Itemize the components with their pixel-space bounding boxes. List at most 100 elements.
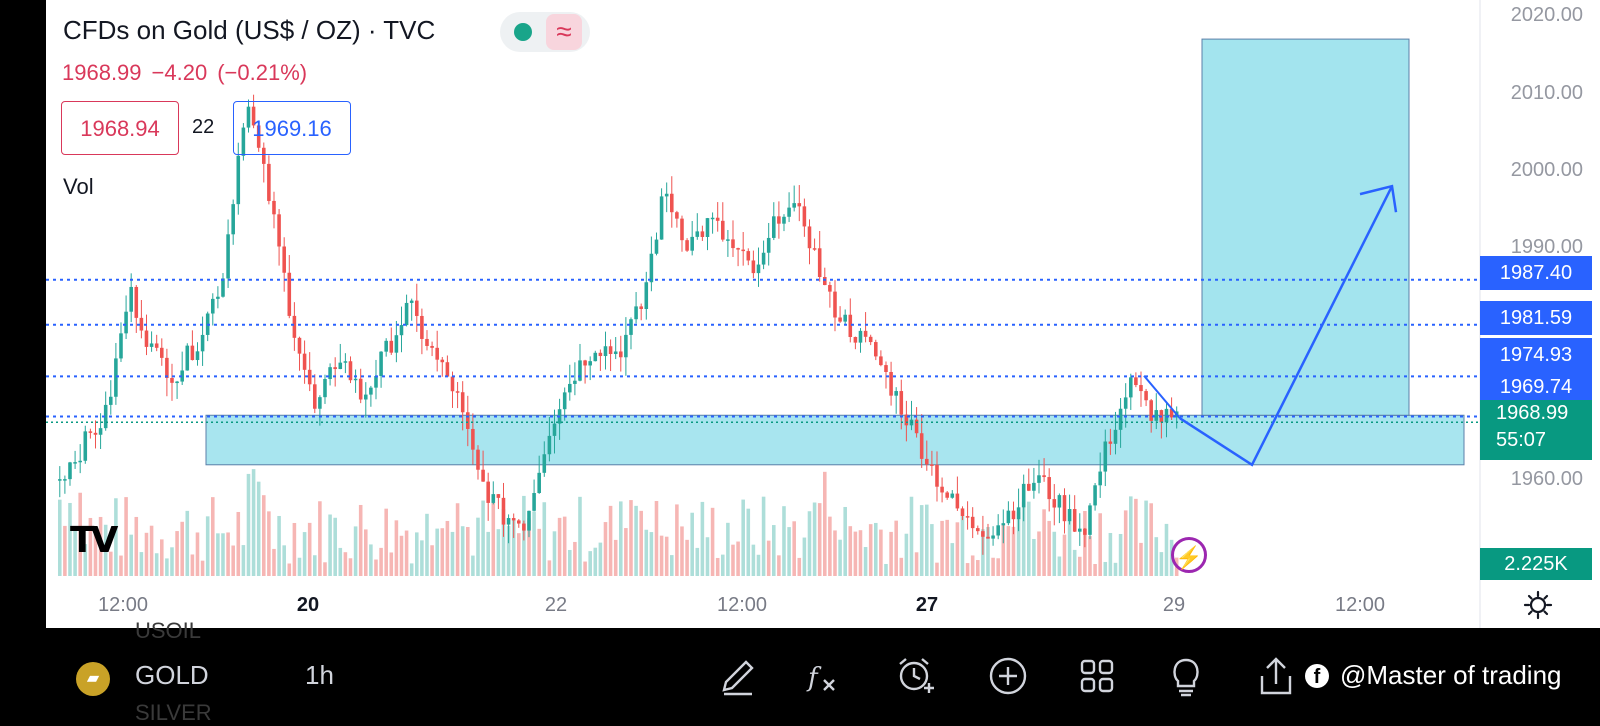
volume-bar	[996, 558, 1000, 576]
sell-button[interactable]: 1968.94	[61, 101, 179, 155]
volume-bar	[746, 508, 751, 576]
volume-bar	[940, 520, 944, 576]
candle-body	[680, 218, 684, 241]
level-price-label[interactable]: 1969.74	[1480, 370, 1592, 404]
volume-bar	[772, 525, 776, 576]
volume-bar	[863, 547, 868, 576]
volume-bar	[547, 560, 552, 576]
price-axis-tick: 2020.00	[1510, 4, 1583, 26]
candle-body	[634, 306, 638, 320]
candle-body	[348, 361, 353, 381]
pencil-icon[interactable]	[716, 654, 760, 698]
volume-bar	[353, 526, 358, 576]
volume-bar	[307, 522, 312, 576]
price-chart[interactable]	[46, 0, 1600, 628]
tradingview-logo[interactable]: TV	[70, 520, 118, 561]
candle-body	[415, 300, 419, 316]
candle-body	[904, 414, 909, 426]
adjacent-symbol-below[interactable]: SILVER	[135, 700, 212, 725]
candle-body	[562, 392, 567, 410]
candle-body	[756, 264, 761, 274]
candle-body	[358, 378, 363, 400]
volume-bar	[1103, 561, 1108, 576]
price-change-pct: (−0.21%)	[217, 60, 308, 85]
chart-settings-icon[interactable]	[1523, 590, 1553, 620]
candle-body	[675, 212, 679, 219]
price-change-line: 1968.99 −4.20 (−0.21%)	[62, 60, 317, 86]
candle-body	[1001, 523, 1006, 526]
candle-body	[812, 248, 817, 250]
volume-bar	[420, 540, 424, 576]
grid-icon[interactable]	[1075, 654, 1119, 698]
projection-path	[1179, 185, 1394, 467]
candle-body	[552, 423, 557, 436]
symbol-title: CFDs on Gold (US$ / OZ) · TVC	[63, 15, 436, 45]
candle-body	[272, 200, 276, 215]
symbol-selector[interactable]: GOLD	[135, 660, 209, 690]
market-status-pill[interactable]: ≈	[500, 12, 590, 52]
level-price-label[interactable]: 1987.40	[1480, 256, 1592, 290]
volume-bar	[63, 525, 67, 576]
candle-body	[695, 231, 700, 237]
interval-selector[interactable]: 1h	[305, 660, 334, 690]
candle-body	[945, 492, 949, 498]
chart-area[interactable]	[46, 0, 1600, 628]
candle-body	[598, 352, 603, 357]
candle-body	[746, 251, 751, 261]
volume-bar	[1057, 556, 1062, 576]
volume-bar	[955, 522, 960, 576]
idea-bulb-icon[interactable]	[1164, 654, 1208, 698]
fx-indicators-icon[interactable]: f	[802, 654, 846, 698]
candle-body	[119, 333, 123, 359]
volume-bar	[914, 552, 919, 576]
adjacent-symbol-above[interactable]: USOIL	[135, 618, 202, 643]
volume-bar	[634, 505, 638, 576]
spread-value: 22	[192, 116, 215, 138]
volume-bar	[1159, 552, 1164, 576]
add-circle-icon[interactable]	[986, 654, 1030, 698]
volume-bar	[1154, 537, 1159, 576]
lightning-icon[interactable]: ⚡	[1171, 537, 1207, 573]
volume-bar	[532, 511, 536, 576]
level-price-label[interactable]: 1974.93	[1480, 338, 1592, 372]
volume-bar	[1067, 509, 1072, 576]
level-price-label[interactable]: 1981.59	[1480, 301, 1592, 335]
volume-bar	[226, 532, 230, 576]
candle-body	[1088, 505, 1092, 535]
candle-body	[721, 220, 725, 240]
volume-bar	[930, 524, 934, 576]
volume-bar	[282, 545, 286, 576]
volume-bar	[109, 551, 113, 576]
volume-bar	[624, 528, 628, 576]
candle-body	[1154, 410, 1159, 421]
volume-bar	[960, 516, 965, 576]
volume-bar	[313, 555, 317, 576]
volume-indicator-label[interactable]: Vol	[63, 174, 94, 199]
candle-body	[593, 352, 598, 362]
candle-body	[1037, 475, 1041, 483]
alert-clock-icon[interactable]	[894, 654, 938, 698]
candle-body	[537, 472, 541, 494]
candle-body	[328, 367, 332, 380]
candle-body	[670, 193, 674, 213]
volume-bar	[593, 547, 598, 576]
candle-body	[1011, 510, 1016, 520]
candle-body	[440, 359, 445, 363]
buy-button[interactable]: 1969.16	[233, 101, 351, 155]
candle-body	[338, 362, 343, 370]
candle-body	[491, 494, 496, 503]
candle-body	[425, 338, 429, 346]
candle-body	[287, 272, 292, 316]
candle-body	[940, 486, 944, 493]
volume-bar	[787, 527, 791, 576]
share-icon[interactable]	[1254, 654, 1298, 698]
volume-bar	[619, 501, 623, 576]
volume-bar	[766, 540, 771, 576]
candle-body	[430, 345, 434, 348]
candle-body	[654, 239, 659, 254]
volume-bar	[1078, 556, 1082, 576]
volume-bar	[777, 555, 781, 576]
time-axis-tick: 27	[915, 594, 939, 616]
candle-body	[1113, 429, 1118, 444]
volume-bar	[394, 520, 399, 576]
